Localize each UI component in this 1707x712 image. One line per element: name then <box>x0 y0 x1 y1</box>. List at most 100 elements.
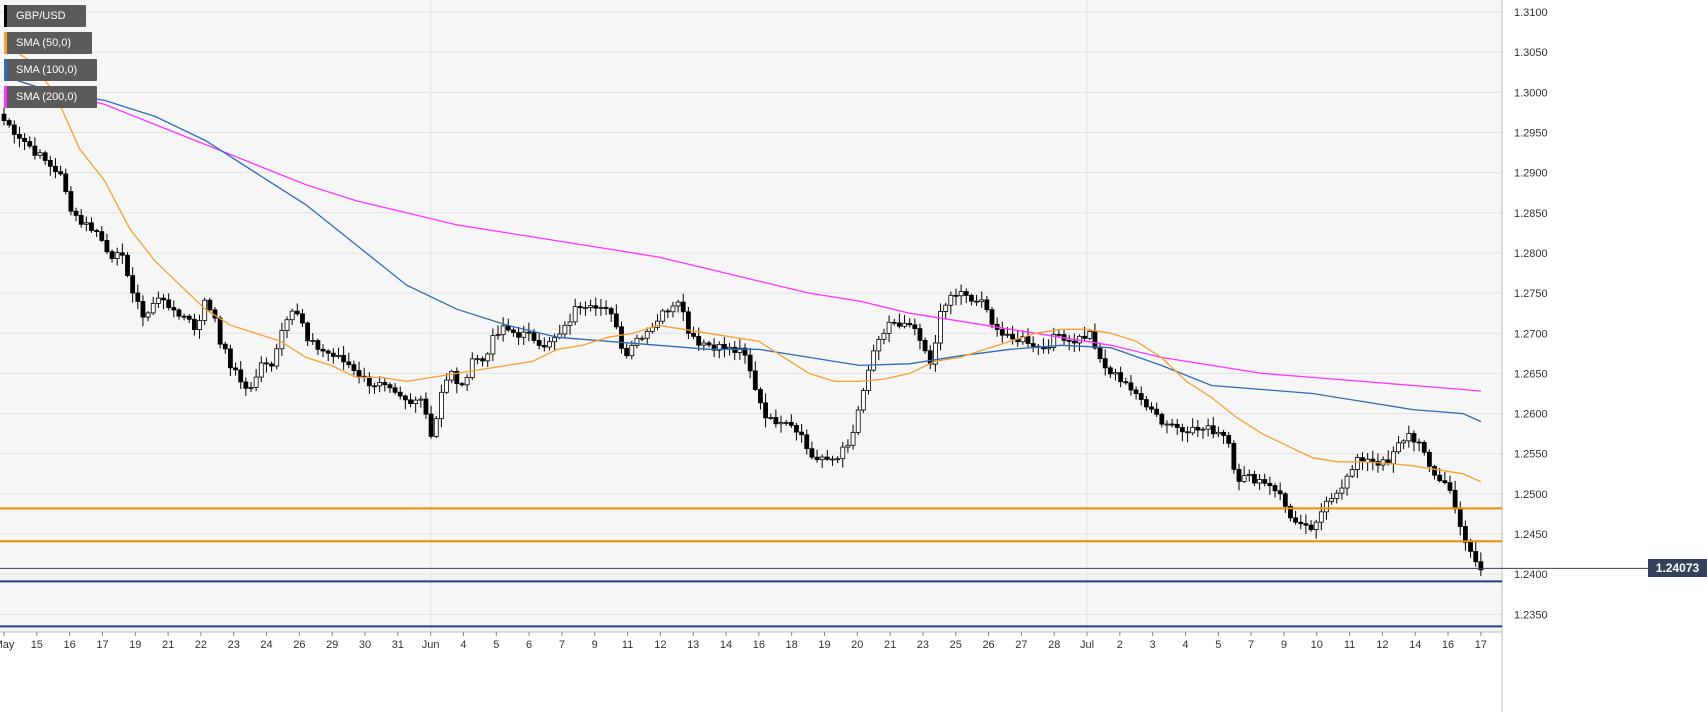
candle-body <box>495 334 501 337</box>
candle-body <box>1046 347 1052 350</box>
x-tick-label: 6 <box>526 639 532 651</box>
plot-background <box>0 0 1502 632</box>
candle-body <box>670 305 676 313</box>
candle-body <box>583 307 588 309</box>
candle-body <box>418 398 424 401</box>
legend-sma200[interactable]: SMA (200,0) <box>4 86 97 108</box>
candle-body <box>47 160 53 167</box>
candle-body <box>485 353 491 362</box>
x-tick-label: 14 <box>720 639 732 651</box>
candle-body <box>917 328 923 341</box>
candle-body <box>109 251 115 259</box>
candle-body <box>629 344 635 357</box>
candle-body <box>315 340 321 350</box>
x-tick-label: 10 <box>1311 639 1323 651</box>
y-tick-label: 1.2750 <box>1514 288 1548 300</box>
x-tick-label: 16 <box>64 639 76 651</box>
candle-body <box>1113 372 1118 375</box>
candle-body <box>680 301 686 313</box>
candle-body <box>531 332 537 341</box>
candle-body <box>444 379 449 393</box>
legend-sma100[interactable]: SMA (100,0) <box>4 59 97 81</box>
x-tick-label: 17 <box>1475 639 1487 651</box>
x-tick-label: 4 <box>1182 639 1188 651</box>
candle-body <box>1282 493 1288 507</box>
candle-body <box>809 448 815 458</box>
candle-body <box>1107 367 1113 375</box>
candle-body <box>197 320 202 330</box>
x-tick-label: 18 <box>786 639 798 651</box>
legend-label-gbpusd: GBP/USD <box>16 10 66 22</box>
candle-body <box>655 320 660 328</box>
y-tick-label: 1.2600 <box>1514 409 1548 421</box>
candle-body <box>1051 333 1057 348</box>
candle-body <box>593 305 599 309</box>
candle-body <box>1241 475 1247 482</box>
candle-body <box>1138 393 1144 400</box>
candle-body <box>665 310 671 313</box>
candle-body <box>927 350 933 365</box>
candle-body <box>1123 381 1129 384</box>
candle-body <box>1226 435 1232 444</box>
candle-body <box>402 395 408 401</box>
candle-body <box>1293 517 1299 523</box>
candle-body <box>320 348 326 352</box>
candle-body <box>758 389 763 404</box>
candle-body <box>912 324 918 330</box>
x-tick-label: 19 <box>818 639 830 651</box>
candle-body <box>1025 336 1031 344</box>
candle-body <box>248 387 254 389</box>
x-tick-label: 11 <box>622 639 633 651</box>
candle-body <box>258 362 264 378</box>
candle-body <box>1066 340 1072 342</box>
candle-body <box>114 252 120 259</box>
y-tick-label: 1.2400 <box>1514 569 1548 581</box>
candle-body <box>1303 523 1309 526</box>
candle-body <box>454 370 460 385</box>
candle-body <box>747 354 753 372</box>
candle-body <box>814 456 820 461</box>
candle-body <box>104 240 110 253</box>
candle-body <box>1267 482 1273 487</box>
candle-body <box>526 331 532 334</box>
candle-body <box>125 254 130 276</box>
candle-body <box>1159 413 1165 425</box>
legend-label-sma100: SMA (100,0) <box>16 64 78 76</box>
candle-body <box>896 322 902 327</box>
x-tick-label: 23 <box>228 639 240 651</box>
candle-body <box>1210 425 1216 435</box>
y-tick-label: 1.3050 <box>1514 47 1548 59</box>
candle-body <box>907 322 913 326</box>
candle-body <box>886 321 892 334</box>
candle-body <box>608 308 614 315</box>
candle-body <box>1473 550 1479 563</box>
legend-gbpusd[interactable]: GBP/USD <box>4 5 86 27</box>
candle-body <box>598 306 604 309</box>
candle-body <box>953 294 959 297</box>
candle-body <box>1010 333 1015 340</box>
x-tick-label: 5 <box>493 639 499 651</box>
candle-body <box>464 377 470 386</box>
candle-body <box>1097 347 1103 360</box>
candle-body <box>1231 442 1237 470</box>
candle-body <box>1334 492 1340 499</box>
candle-body <box>37 152 43 156</box>
candle-body <box>500 325 506 336</box>
candle-body <box>1272 485 1278 492</box>
x-tick-label: 12 <box>1376 639 1388 651</box>
legend-sma50[interactable]: SMA (50,0) <box>4 32 92 54</box>
price-axis-background <box>1502 0 1707 712</box>
candle-body <box>1452 489 1458 510</box>
candle-body <box>274 348 280 367</box>
y-tick-label: 1.2550 <box>1514 449 1548 461</box>
candle-body <box>1190 426 1196 434</box>
candle-body <box>778 422 784 425</box>
candle-body <box>850 431 856 446</box>
candle-body <box>150 303 156 314</box>
candle-body <box>1102 358 1108 369</box>
candle-body <box>547 341 552 348</box>
candle-body <box>42 152 48 161</box>
candle-body <box>742 347 748 356</box>
candle-body <box>572 306 578 323</box>
